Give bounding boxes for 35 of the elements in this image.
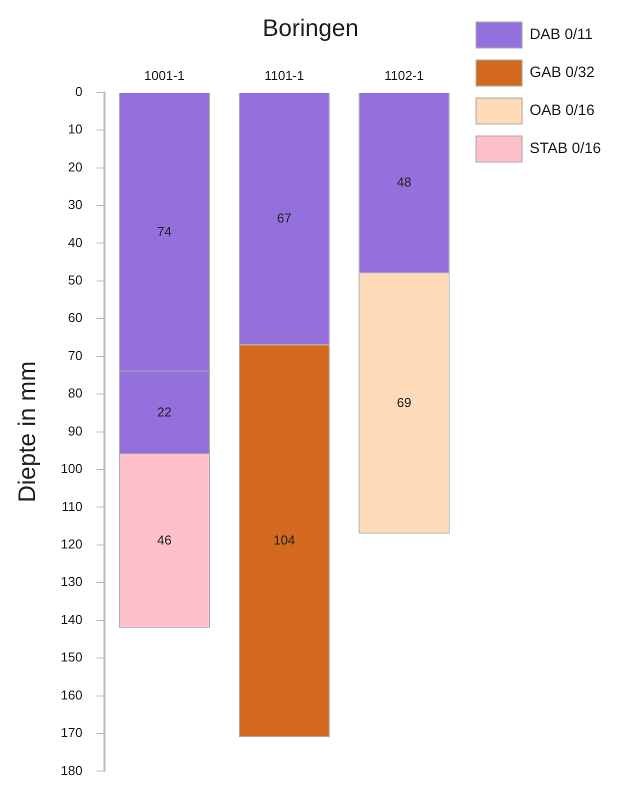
y-tick-label: 140 <box>60 612 82 627</box>
y-tick-label: 150 <box>60 650 82 665</box>
legend-label: DAB 0/11 <box>530 26 593 44</box>
x-tick-label: 1101-1 <box>264 68 304 84</box>
legend-label: STAB 0/16 <box>530 140 602 158</box>
y-axis-title: Diepte in mm <box>14 361 42 502</box>
data-label: 74 <box>157 224 172 239</box>
y-tick-label: 10 <box>68 122 82 137</box>
data-label: 69 <box>396 395 412 410</box>
y-tick-label: 0 <box>75 84 82 99</box>
x-tick-label: 1001-1 <box>144 68 185 84</box>
y-tick-label: 20 <box>68 159 82 174</box>
y-tick-label: 160 <box>60 687 82 702</box>
data-label: 22 <box>157 404 172 420</box>
y-tick-label: 60 <box>68 310 82 326</box>
y-tick-label: 110 <box>62 498 82 514</box>
y-tick-label: 90 <box>68 423 82 438</box>
chart-title: Boringen <box>262 15 359 42</box>
y-tick-label: 130 <box>60 574 82 590</box>
data-label: 46 <box>157 532 172 548</box>
data-label: 104 <box>273 532 296 548</box>
y-tick-label: 120 <box>60 536 82 552</box>
x-tick-label: 1102-1 <box>384 68 424 84</box>
data-label: 48 <box>396 174 412 190</box>
y-tick-label: 80 <box>68 386 82 401</box>
y-tick-label: 30 <box>68 197 82 212</box>
y-tick-label: 40 <box>68 234 82 250</box>
data-label: 67 <box>277 210 292 226</box>
y-tick-label: 180 <box>60 762 82 778</box>
y-tick-label: 70 <box>68 348 82 363</box>
legend-label: GAB 0/32 <box>530 64 595 82</box>
y-tick-label: 100 <box>60 461 82 476</box>
y-tick-label: 170 <box>60 725 82 740</box>
legend-label: OAB 0/16 <box>530 102 595 120</box>
y-tick-label: 50 <box>68 272 82 288</box>
